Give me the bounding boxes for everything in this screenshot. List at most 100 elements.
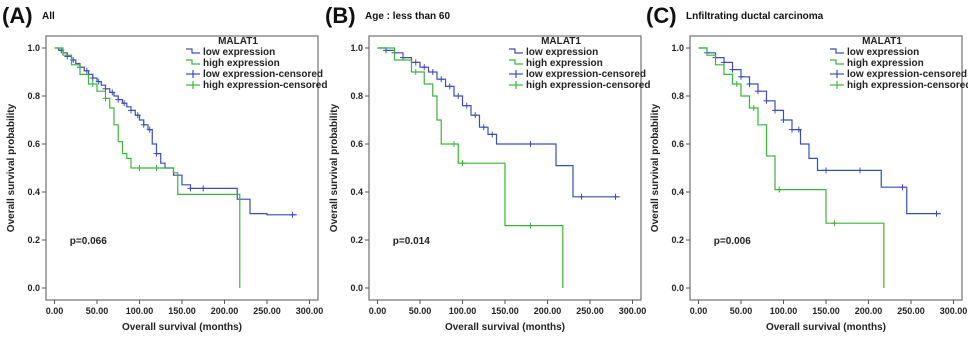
censor-mark-low xyxy=(289,211,296,218)
legend-item: high expression-censored xyxy=(509,80,650,91)
censor-mark-low xyxy=(153,150,160,157)
legend-item: high expression xyxy=(830,58,924,69)
panel-a: (A) All 0.00 50.00 100.00 150.00 200.00 250.0… xyxy=(0,0,327,342)
censor-mark-low xyxy=(472,112,479,119)
legend-title: MALAT1 xyxy=(862,36,902,47)
censor-mark-low xyxy=(134,112,141,119)
censor-mark-high xyxy=(412,69,419,75)
y-axis-title: Overall survival probability xyxy=(6,103,17,232)
x-tick-label: 300.00 xyxy=(296,306,324,316)
x-tick-label: 50.00 xyxy=(409,306,432,316)
x-tick-label: 0.00 xyxy=(46,306,64,316)
y-tick-label: 0.8 xyxy=(671,91,684,101)
legend-item: low expression-censored xyxy=(509,69,646,80)
y-tick-label: 0.2 xyxy=(671,235,684,245)
y-tick-label: 0.4 xyxy=(27,187,40,197)
censor-mark-low xyxy=(146,126,153,133)
legend-label: low expression xyxy=(526,47,598,58)
legend-item: low expression xyxy=(509,47,598,58)
y-tick-label: 0.6 xyxy=(350,139,363,149)
x-tick-label: 100.00 xyxy=(770,306,798,316)
censor-mark-high xyxy=(153,165,160,171)
censor-mark-low xyxy=(789,126,795,133)
censor-mark-high xyxy=(776,186,783,193)
legend-item: high expression xyxy=(186,58,280,69)
censor-mark-low xyxy=(899,184,906,191)
x-tick-label: 50.00 xyxy=(730,306,753,316)
y-tick-label: 1.0 xyxy=(27,43,40,53)
legend-label: low expression xyxy=(847,47,919,58)
x-tick-label: 200.00 xyxy=(855,306,883,316)
p-value: p=0.006 xyxy=(714,236,751,247)
x-tick-label: 0.00 xyxy=(369,306,387,316)
y-tick-label: 0.6 xyxy=(671,139,684,149)
x-tick-label: 300.00 xyxy=(940,306,968,316)
panel-title: Lnfiltrating ductal carcinoma xyxy=(686,11,824,22)
legend-label: low expression-censored xyxy=(526,69,646,80)
censor-mark-low xyxy=(83,67,90,74)
km-chart-a: 0.00 50.00 100.00 150.00 200.00 250.00 300.00 0… xyxy=(6,35,327,333)
survival-curve-high xyxy=(698,47,885,288)
censor-mark-low xyxy=(463,102,470,109)
y-tick-label: 0.6 xyxy=(27,139,40,149)
censor-mark-low xyxy=(857,167,863,174)
censor-mark-low xyxy=(746,81,753,87)
y-tick-label: 0.0 xyxy=(671,283,684,293)
panel-label: (A) xyxy=(2,3,33,28)
x-tick-label: 0.00 xyxy=(690,306,708,316)
x-tick-label: 250.00 xyxy=(576,306,604,316)
censor-mark-low xyxy=(115,96,122,103)
censor-mark-high xyxy=(102,95,109,102)
p-value: p=0.066 xyxy=(70,236,107,247)
censor-mark-low xyxy=(421,64,428,71)
panel-b: (B) Age : less than 60 0.00 50.00 100.00 15… xyxy=(323,0,650,342)
x-tick-label: 100.00 xyxy=(126,306,154,316)
censor-mark-high xyxy=(831,220,838,227)
legend-title: MALAT1 xyxy=(218,36,258,47)
censor-mark-low xyxy=(455,93,462,99)
y-axis-title: Overall survival probability xyxy=(329,103,340,232)
km-chart-c: 0.00 50.00 100.00 150.00 200.00 250.00 300.00 0… xyxy=(650,35,968,333)
legend-item: low expression-censored xyxy=(830,69,967,80)
survival-curve-high xyxy=(377,47,564,288)
x-tick-label: 250.00 xyxy=(897,306,925,316)
censor-mark-high xyxy=(451,141,457,147)
y-axis-title: Overall survival probability xyxy=(650,103,661,232)
censor-mark-low xyxy=(89,75,96,81)
x-tick-label: 200.00 xyxy=(211,306,239,316)
censor-mark-high xyxy=(733,81,740,87)
y-tick-label: 0.0 xyxy=(27,283,40,293)
censor-mark-high xyxy=(527,222,534,229)
legend-label: high expression-censored xyxy=(526,80,650,91)
censor-mark-low xyxy=(489,131,496,138)
censor-mark-low xyxy=(480,124,487,131)
x-tick-label: 50.00 xyxy=(86,306,109,316)
x-axis-title: Overall survival (months) xyxy=(445,322,565,333)
legend-item: high expression xyxy=(509,58,603,69)
panel-label: (B) xyxy=(325,3,356,28)
censor-mark-low xyxy=(128,107,134,114)
censor-mark-low xyxy=(763,97,770,104)
legend-label: low expression xyxy=(203,47,275,58)
censor-mark-low xyxy=(527,141,534,147)
y-tick-label: 0.2 xyxy=(350,235,363,245)
legend-label: high expression xyxy=(847,58,924,69)
censor-mark-low xyxy=(429,69,436,75)
y-tick-label: 0.4 xyxy=(671,187,684,197)
x-tick-label: 300.00 xyxy=(619,306,647,316)
censor-mark-low xyxy=(772,107,778,114)
panel-label: (C) xyxy=(646,3,677,28)
censor-mark-high xyxy=(459,160,466,167)
x-tick-label: 200.00 xyxy=(534,306,562,316)
censor-mark-high xyxy=(750,105,757,111)
censor-mark-low xyxy=(933,210,940,217)
y-tick-label: 0.8 xyxy=(27,91,40,101)
legend-title: MALAT1 xyxy=(541,36,581,47)
x-axis-title: Overall survival (months) xyxy=(122,322,242,333)
censor-mark-low xyxy=(200,185,207,192)
censor-mark-low xyxy=(612,193,619,200)
censor-mark-low xyxy=(438,76,445,83)
censor-mark-low xyxy=(64,53,71,60)
censor-mark-high xyxy=(136,165,143,171)
legend-label: high expression-censored xyxy=(847,80,968,91)
